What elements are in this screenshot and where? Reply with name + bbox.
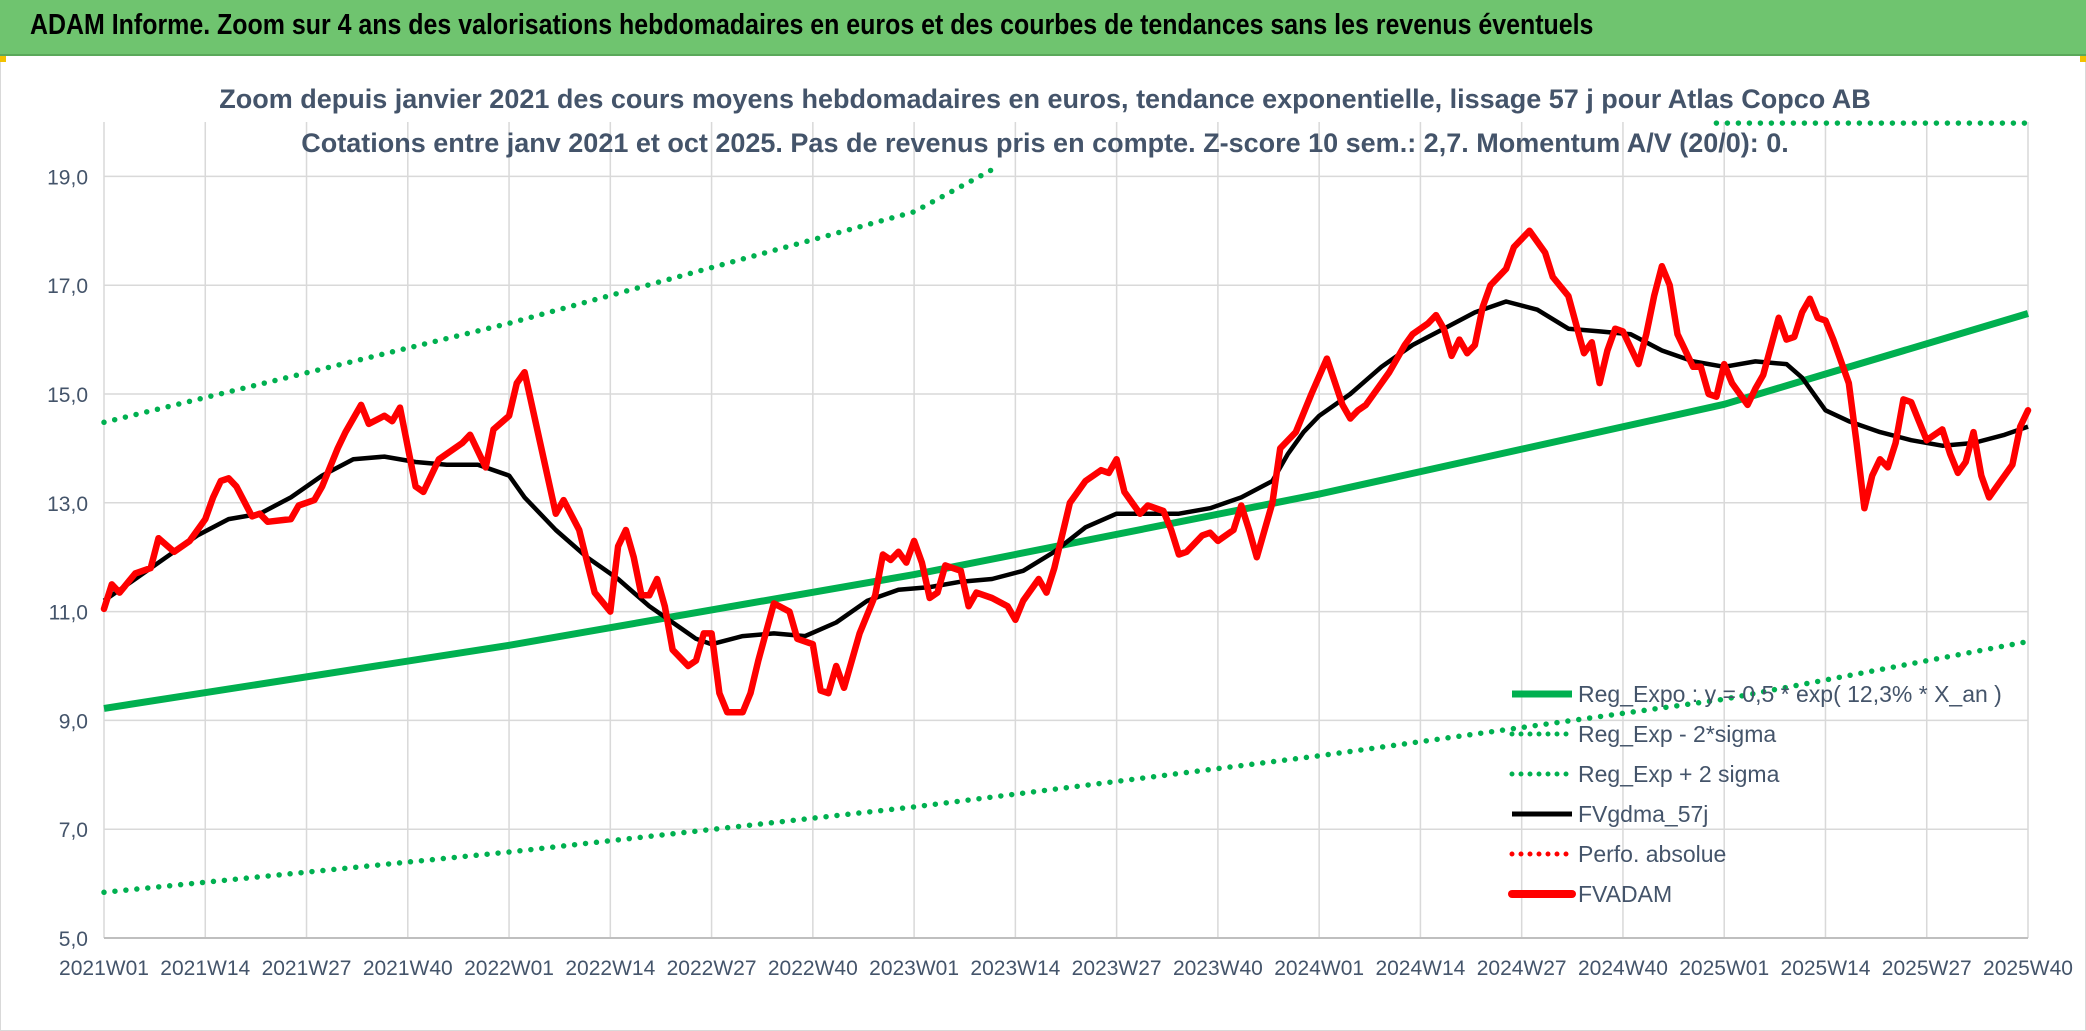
series-line-fvadam	[100, 227, 2032, 716]
x-tick-label: 2021W14	[160, 957, 250, 980]
y-tick-label: 5,0	[59, 928, 88, 951]
y-tick-label: 19,0	[47, 166, 88, 189]
legend-label-fvgdma: FVgdma_57j	[1578, 801, 1708, 827]
x-tick-label: 2023W14	[970, 957, 1060, 980]
x-tick-label: 2022W14	[565, 957, 655, 980]
report-banner: ADAM Informe. Zoom sur 4 ans des valoris…	[0, 0, 2086, 56]
x-tick-label: 2023W01	[869, 957, 959, 980]
x-tick-label: 2023W40	[1173, 957, 1263, 980]
x-tick-label: 2022W01	[464, 957, 554, 980]
x-tick-label: 2022W27	[667, 957, 757, 980]
chart-title: Zoom depuis janvier 2021 des cours moyen…	[219, 84, 1871, 114]
x-tick-label: 2025W01	[1679, 957, 1769, 980]
y-tick-label: 15,0	[47, 384, 88, 407]
chart-legend: Reg_Expo : y = 0,5 * exp( 12,3% * X_an )…	[1508, 681, 2002, 907]
legend-label-reg_plus: Reg_Exp + 2 sigma	[1578, 761, 1780, 787]
x-tick-label: 2021W01	[59, 957, 149, 980]
banner-corner-right	[2080, 56, 2086, 62]
series-line-reg_plus	[101, 162, 1003, 426]
y-tick-label: 11,0	[49, 602, 88, 625]
x-tick-label: 2024W40	[1578, 957, 1668, 980]
x-tick-label: 2023W27	[1072, 957, 1162, 980]
report-title: ADAM Informe. Zoom sur 4 ans des valoris…	[30, 9, 1594, 41]
banner-corner-left	[0, 56, 6, 62]
axis-layer: 5,0 7,0 9,0 11,0 13,0 15,0 17,0 19,0 2021W01 2021…	[47, 166, 2073, 980]
x-tick-label: 2022W40	[768, 957, 858, 980]
chart-subtitle: Cotations entre janv 2021 et oct 2025. P…	[301, 128, 1789, 158]
y-tick-label: 9,0	[59, 710, 88, 733]
x-tick-label: 2025W27	[1882, 957, 1972, 980]
x-tick-label: 2021W27	[262, 957, 352, 980]
x-tick-label: 2024W27	[1477, 957, 1567, 980]
legend-label-perfo: Perfo. absolue	[1578, 841, 1726, 867]
series-line-reg_minus	[101, 638, 2031, 896]
x-tick-label: 2025W40	[1983, 957, 2073, 980]
x-tick-label: 2024W01	[1274, 957, 1364, 980]
x-tick-label: 2024W14	[1375, 957, 1465, 980]
series-layer	[100, 120, 2032, 896]
x-tick-label: 2021W40	[363, 957, 453, 980]
y-tick-label: 7,0	[59, 819, 88, 842]
series-line-reg_expo	[103, 310, 2030, 712]
legend-label-fvadam: FVADAM	[1578, 881, 1672, 907]
legend-label-reg_minus: Reg_Exp - 2*sigma	[1578, 721, 1776, 747]
legend-label-reg_expo: Reg_Expo : y = 0,5 * exp( 12,3% * X_an )	[1578, 681, 2002, 707]
x-tick-label: 2025W14	[1781, 957, 1871, 980]
y-tick-label: 13,0	[47, 493, 88, 516]
y-tick-label: 17,0	[47, 275, 88, 298]
grid-layer	[103, 122, 2029, 939]
